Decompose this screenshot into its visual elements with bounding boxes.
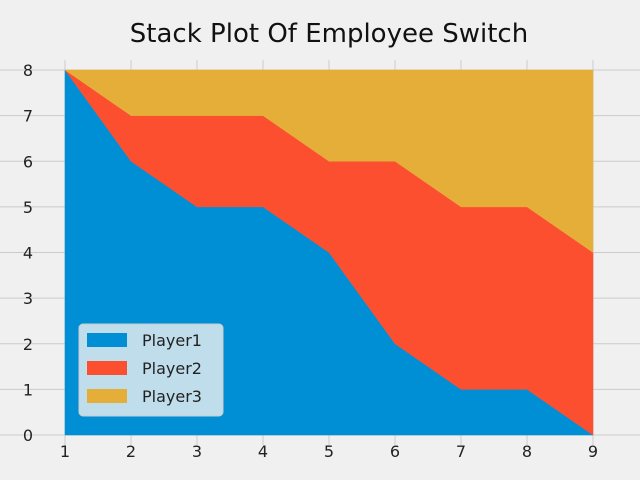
x-tick-label: 7 <box>456 442 466 461</box>
legend-swatch-player2 <box>87 361 127 375</box>
legend-label-player3: Player3 <box>142 387 202 406</box>
y-tick-label: 3 <box>23 289 33 308</box>
x-tick-label: 2 <box>126 442 136 461</box>
x-tick-label: 3 <box>192 442 202 461</box>
y-tick-label: 5 <box>23 198 33 217</box>
x-tick-label: 8 <box>522 442 532 461</box>
y-tick-label: 0 <box>23 426 33 445</box>
x-tick-label: 1 <box>60 442 70 461</box>
axis-tick-labels: 1 2 3 4 5 6 7 8 9 0 1 2 3 4 5 6 7 8 <box>23 61 598 461</box>
y-tick-label: 8 <box>23 61 33 80</box>
area-player3 <box>64 69 594 253</box>
x-tick-label: 5 <box>324 442 334 461</box>
y-tick-label: 2 <box>23 335 33 354</box>
legend: Player1 Player2 Player3 <box>78 323 224 417</box>
y-tick-label: 1 <box>23 380 33 399</box>
y-tick-label: 7 <box>23 107 33 126</box>
y-tick-label: 4 <box>23 244 33 263</box>
chart-title: Stack Plot Of Employee Switch <box>130 19 528 49</box>
legend-label-player1: Player1 <box>142 331 202 350</box>
legend-swatch-player1 <box>87 333 127 347</box>
x-tick-label: 6 <box>390 442 400 461</box>
y-tick-label: 6 <box>23 152 33 171</box>
legend-label-player2: Player2 <box>142 359 202 378</box>
x-tick-label: 4 <box>258 442 268 461</box>
x-tick-label: 9 <box>588 442 598 461</box>
legend-swatch-player3 <box>87 389 127 403</box>
